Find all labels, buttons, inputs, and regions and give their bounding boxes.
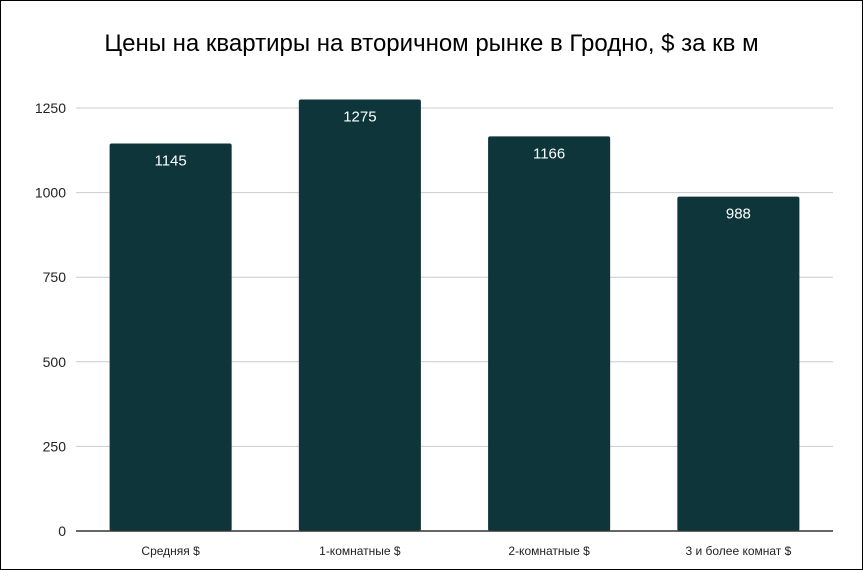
labels: 0 250 500 750 1000 1250 1145 Средняя $ 1275 1-ком…	[35, 100, 792, 558]
y-tick-label: 1000	[35, 185, 66, 201]
bars	[109, 99, 800, 532]
x-category-label: 3 и более комнат $	[685, 544, 791, 558]
data-label: 1145	[154, 153, 186, 170]
x-category-label: Средняя $	[141, 544, 200, 558]
chart-title: Цены на квартиры на вторичном рынке в Гр…	[104, 30, 759, 57]
data-label: 1166	[533, 145, 565, 162]
bar	[298, 99, 421, 531]
bar	[677, 196, 800, 531]
y-tick-label: 500	[43, 354, 67, 370]
x-category-label: 1-комнатные $	[319, 544, 401, 558]
data-label: 988	[726, 206, 751, 223]
y-tick-label: 250	[43, 438, 67, 454]
bar	[109, 143, 232, 532]
data-label: 1275	[343, 109, 376, 126]
y-tick-label: 750	[43, 269, 67, 285]
bar	[488, 136, 611, 531]
y-tick-label: 0	[58, 523, 66, 539]
x-category-label: 2-комнатные $	[508, 544, 590, 558]
y-tick-label: 1250	[35, 100, 66, 116]
